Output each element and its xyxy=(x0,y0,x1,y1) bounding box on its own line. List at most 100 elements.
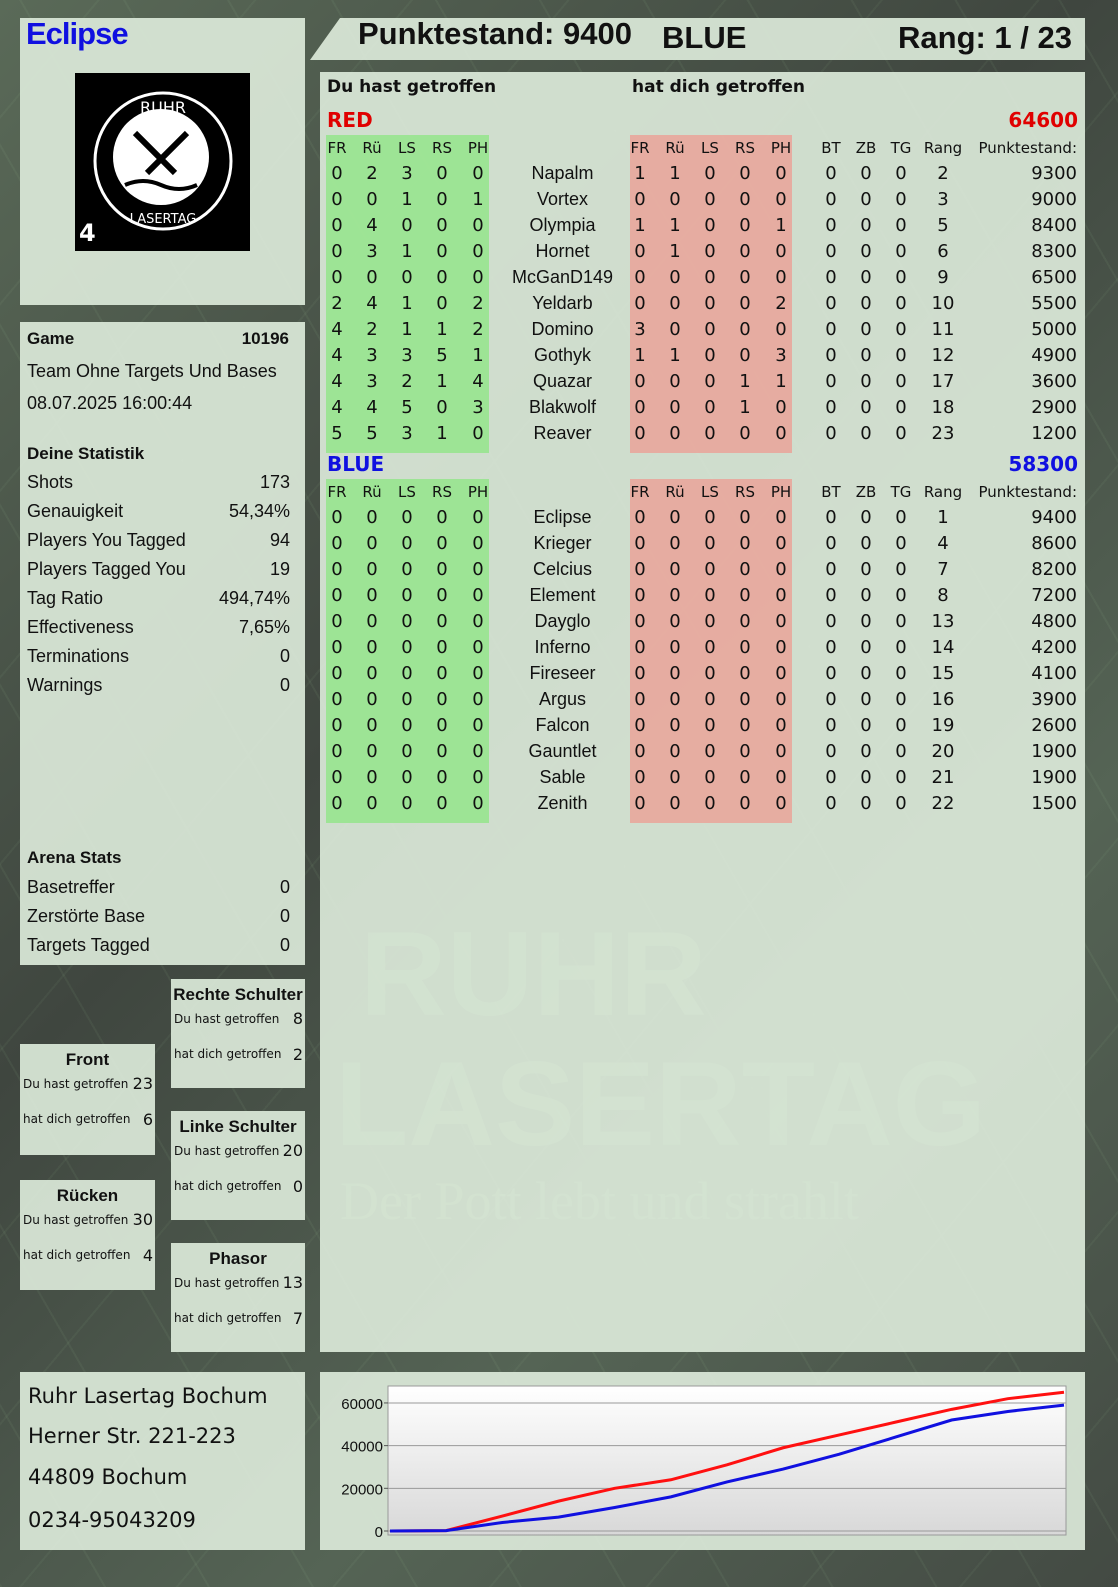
hit-given: 0 xyxy=(436,663,448,684)
y-tick-label: 40000 xyxy=(341,1439,383,1456)
player-name: Napalm xyxy=(531,163,594,183)
hit-received: 0 xyxy=(704,163,716,184)
extra-stat: 0 xyxy=(895,663,907,684)
hit-received: 0 xyxy=(739,423,751,444)
hit-given: 0 xyxy=(436,559,448,580)
hit-given: 0 xyxy=(472,267,484,288)
hit-received: 0 xyxy=(739,663,751,684)
hit-given: 0 xyxy=(436,793,448,814)
score-chart: 0 20000 40000 60000 xyxy=(341,1385,1067,1541)
extra-stat: 0 xyxy=(860,793,872,814)
extra-stat: 0 xyxy=(860,689,872,710)
zone-got-value: 6 xyxy=(142,1110,153,1129)
hit-given: 1 xyxy=(401,293,413,314)
extra-stat: 10 xyxy=(931,293,955,314)
extra-stat: 3 xyxy=(937,189,949,210)
extra-stat: 6 xyxy=(937,241,949,262)
zone-hit-label: Du hast getroffen xyxy=(174,1012,280,1026)
extra-stat: 7 xyxy=(937,559,949,580)
hit-received: 0 xyxy=(634,371,646,392)
zone-hit-value: 8 xyxy=(292,1009,303,1028)
player-name: Krieger xyxy=(533,533,592,553)
extra-stat: 0 xyxy=(895,637,907,658)
player-score: 9300 xyxy=(1031,163,1077,184)
you-hit-block xyxy=(326,479,489,823)
extra-stat: 12 xyxy=(931,345,955,366)
hit-received: 0 xyxy=(669,319,681,340)
extra-stat: 0 xyxy=(860,611,872,632)
extra-stat: 0 xyxy=(895,715,907,736)
stat-value: 173 xyxy=(259,472,290,492)
arena-label: Zerstörte Base xyxy=(27,906,146,926)
hit-received: 0 xyxy=(775,163,787,184)
zone-title: Linke Schulter xyxy=(179,1117,297,1136)
hit-given: 0 xyxy=(331,215,343,236)
hit-given: 0 xyxy=(366,663,378,684)
extra-stat: 17 xyxy=(931,371,955,392)
hit-received: 0 xyxy=(739,215,751,236)
player-score: 1900 xyxy=(1031,741,1077,762)
hit-received: 0 xyxy=(634,507,646,528)
zone-got-value: 4 xyxy=(142,1246,153,1265)
player-name: Element xyxy=(529,585,596,605)
extra-stat: 0 xyxy=(825,767,837,788)
hit-received: 1 xyxy=(669,215,681,236)
hit-received: 0 xyxy=(704,767,716,788)
hit-given: 0 xyxy=(436,267,448,288)
hit-received: 0 xyxy=(669,293,681,314)
column-header: ZB xyxy=(855,483,877,501)
hit-given: 0 xyxy=(331,507,343,528)
hit-given: 4 xyxy=(472,371,484,392)
hit-received: 0 xyxy=(775,767,787,788)
hit-received: 0 xyxy=(669,559,681,580)
hit-received: 0 xyxy=(669,663,681,684)
extra-stat: 0 xyxy=(825,611,837,632)
hit-given: 0 xyxy=(366,267,378,288)
stats-title: Deine Statistik xyxy=(27,444,145,463)
extra-stat: 0 xyxy=(860,163,872,184)
hit-given: 4 xyxy=(331,371,343,392)
player-score: 9400 xyxy=(1031,507,1077,528)
hit-received: 0 xyxy=(634,189,646,210)
zone-title: Front xyxy=(65,1050,110,1069)
hit-given: 0 xyxy=(436,715,448,736)
hit-received: 0 xyxy=(669,611,681,632)
hit-given: 0 xyxy=(436,189,448,210)
stat-label: Terminations xyxy=(27,646,130,666)
column-header: TG xyxy=(890,483,912,501)
extra-stat: 0 xyxy=(895,293,907,314)
hit-received: 0 xyxy=(704,611,716,632)
arena-label: Targets Tagged xyxy=(27,935,150,955)
hit-given: 0 xyxy=(331,637,343,658)
stat-label: Genauigkeit xyxy=(27,501,124,521)
hit-received: 0 xyxy=(704,533,716,554)
player-name: Vortex xyxy=(536,189,589,209)
extra-stat: 0 xyxy=(860,267,872,288)
player-score: Punktestand: 9400 xyxy=(358,16,632,51)
hit-given: 0 xyxy=(366,637,378,658)
hit-received: 0 xyxy=(739,741,751,762)
hit-given: 3 xyxy=(472,397,484,418)
hit-received: 0 xyxy=(739,293,751,314)
hit-received: 0 xyxy=(669,793,681,814)
extra-stat: 0 xyxy=(825,293,837,314)
column-header: RS xyxy=(432,139,452,157)
hit-given: 0 xyxy=(472,585,484,606)
extra-stat: 0 xyxy=(825,793,837,814)
hit-given: 0 xyxy=(436,215,448,236)
hit-given: 2 xyxy=(472,293,484,314)
hit-you-block xyxy=(630,479,792,823)
y-tick-label: 0 xyxy=(375,1524,383,1541)
extra-stat: 16 xyxy=(931,689,955,710)
hit-given: 0 xyxy=(472,767,484,788)
hit-received: 1 xyxy=(739,371,751,392)
arena-value: 0 xyxy=(279,935,290,955)
hit-given: 0 xyxy=(401,215,413,236)
plot-area xyxy=(387,1385,1067,1536)
hit-received: 0 xyxy=(634,689,646,710)
hit-received: 0 xyxy=(739,189,751,210)
extra-stat: 0 xyxy=(825,741,837,762)
hit-received: 0 xyxy=(775,741,787,762)
hit-received: 0 xyxy=(739,507,751,528)
hit-given: 0 xyxy=(472,715,484,736)
